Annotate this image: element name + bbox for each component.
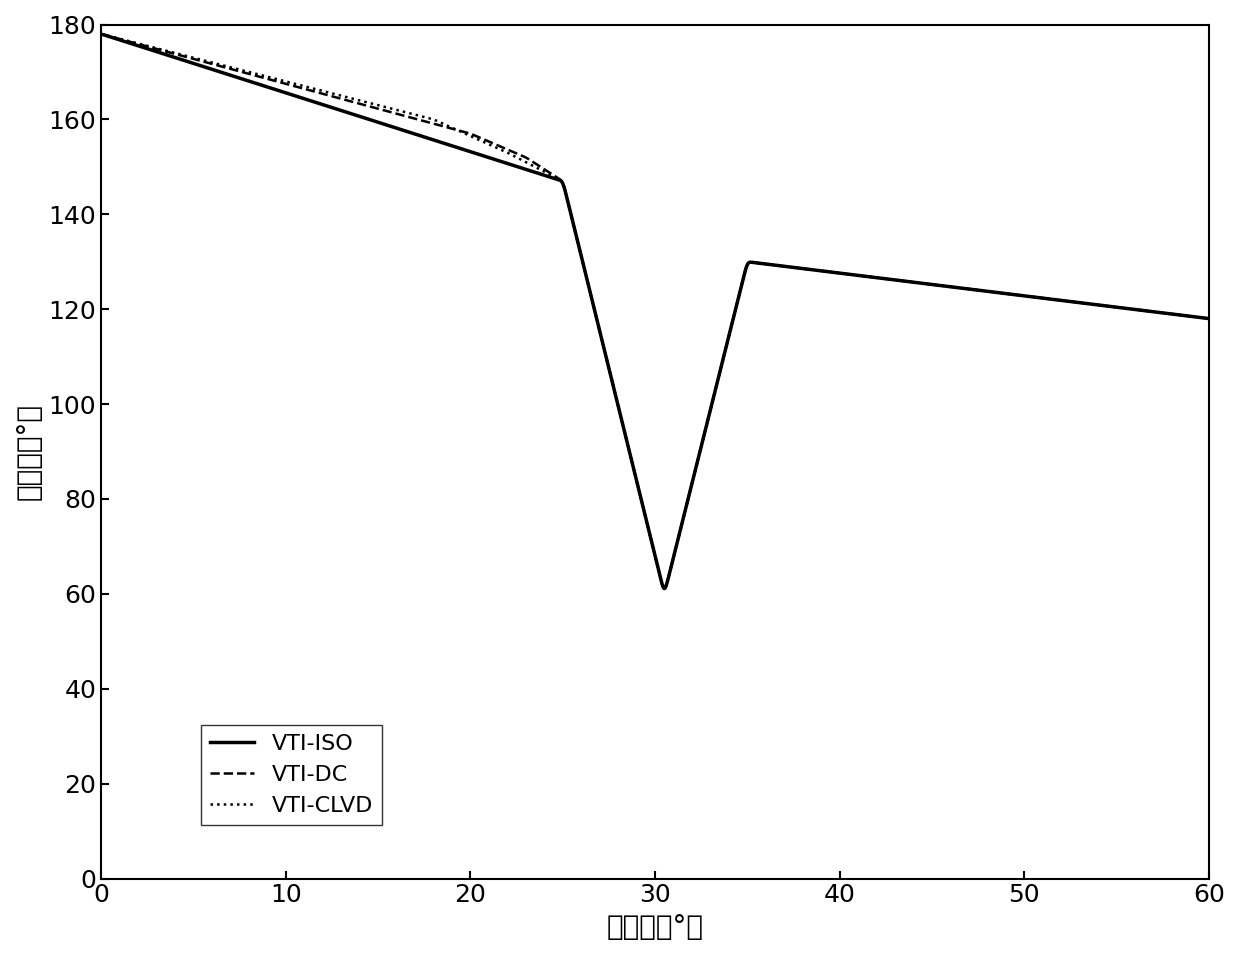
VTI-DC [150, 44, 165, 55]
VTI-ISO [94, 29, 109, 40]
Y-axis label: 极化角（°）: 极化角（°） [15, 403, 43, 500]
Line: VTI-ISO: VTI-ISO [102, 34, 1209, 589]
VTI-CLVD [1171, 309, 1185, 320]
VTI-CLVD [1169, 309, 1184, 320]
VTI-ISO [657, 583, 672, 595]
VTI-ISO [1169, 309, 1184, 320]
VTI-DC [1202, 313, 1216, 324]
VTI-DC [657, 583, 672, 595]
VTI-CLVD [150, 43, 165, 54]
VTI-CLVD [657, 583, 672, 595]
Legend: VTI-ISO, VTI-DC, VTI-CLVD: VTI-ISO, VTI-DC, VTI-CLVD [201, 725, 382, 825]
VTI-ISO [967, 284, 982, 295]
VTI-ISO [150, 46, 165, 57]
VTI-ISO [603, 369, 618, 380]
VTI-CLVD [94, 29, 109, 40]
VTI-ISO [1202, 313, 1216, 324]
VTI-DC [1171, 309, 1185, 320]
Line: VTI-CLVD: VTI-CLVD [102, 34, 1209, 589]
VTI-CLVD [603, 369, 618, 380]
VTI-DC [632, 489, 647, 500]
VTI-DC [603, 369, 618, 380]
Line: VTI-DC: VTI-DC [102, 34, 1209, 589]
VTI-DC [1169, 309, 1184, 320]
VTI-ISO [632, 489, 647, 500]
VTI-CLVD [632, 489, 647, 500]
VTI-ISO [1171, 309, 1185, 320]
VTI-DC [967, 284, 982, 295]
VTI-CLVD [1202, 313, 1216, 324]
X-axis label: 入射角（°）: 入射角（°） [606, 913, 703, 941]
VTI-DC [94, 29, 109, 40]
VTI-CLVD [967, 284, 982, 295]
